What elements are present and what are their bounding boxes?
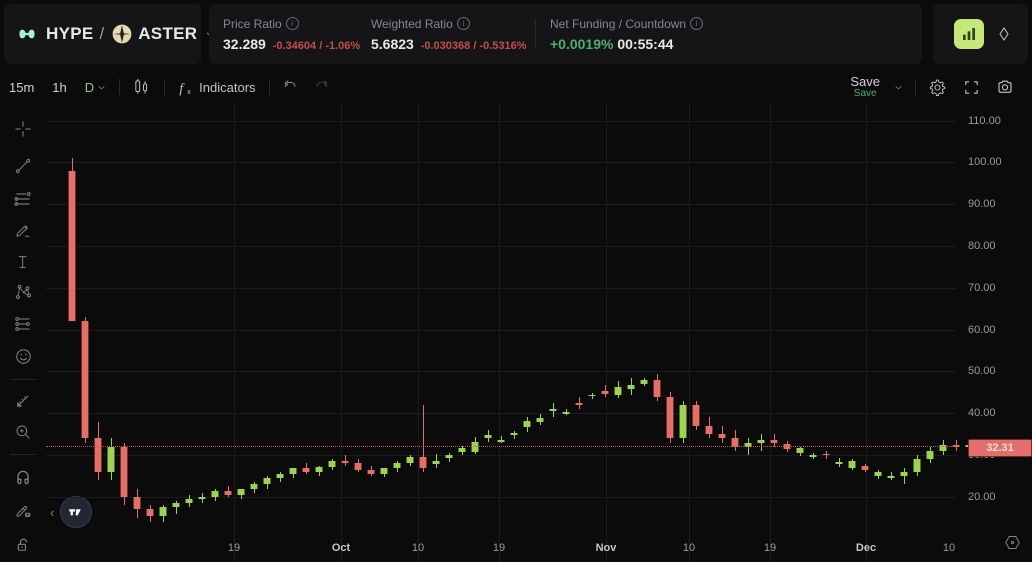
- svg-text:f: f: [180, 80, 186, 95]
- svg-text:x: x: [187, 87, 191, 95]
